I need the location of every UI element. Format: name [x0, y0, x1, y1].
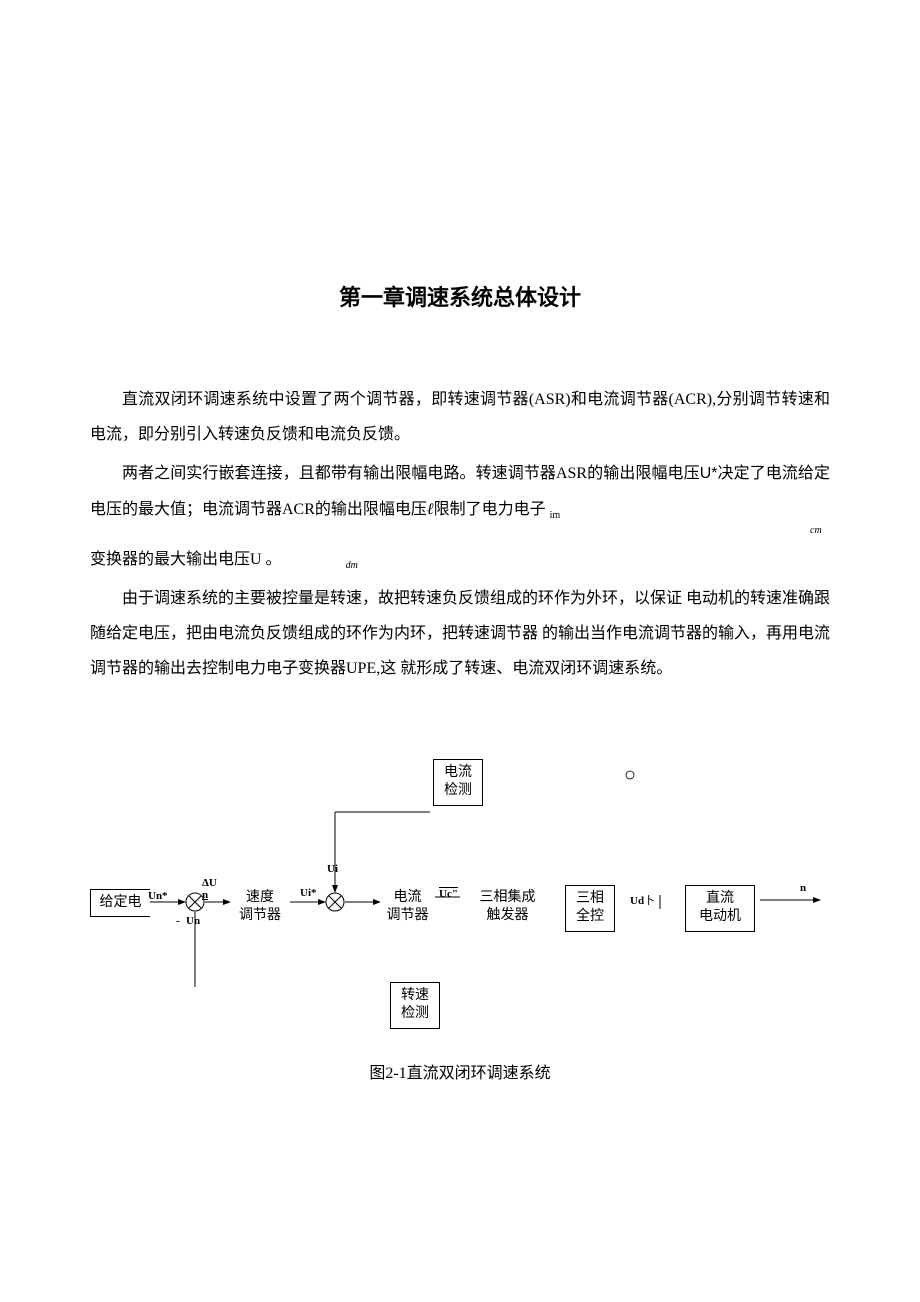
block-speed-detect: 转速 检测	[390, 982, 440, 1030]
p3-part-a: 变换器的最大输出电压U 。	[90, 551, 282, 568]
page-title: 第一章调速系统总体设计	[90, 280, 830, 312]
block-current-regulator-label: 电流 调节器	[387, 890, 429, 924]
block-speed-detect-label: 转速 检测	[401, 988, 429, 1022]
label-Unstar: Un*	[148, 890, 168, 902]
paragraph-3: 变换器的最大输出电压U 。 dm	[90, 542, 830, 577]
label-Ud: Ud卜	[630, 892, 655, 908]
label-Ui: Ui	[327, 863, 338, 875]
paragraph-2: 两者之间实行嵌套连接，且都带有输出限幅电路。转速调节器ASR的输出限幅电压U*决…	[90, 456, 830, 526]
p2-Ustar: U*	[700, 465, 718, 482]
block-given: 给定电	[90, 889, 150, 918]
label-Uistar: Ui*	[300, 887, 317, 899]
p2-part-c: 限制了电力电子	[434, 501, 546, 518]
block-bridge-label: 三相 全控	[576, 891, 604, 925]
block-current-detect-label: 电流 检测	[444, 765, 472, 799]
label-dUn: ΔUn	[202, 877, 217, 901]
p2-sub-im: im	[550, 510, 561, 521]
block-speed-regulator: 速度 调节器	[230, 885, 290, 931]
label-Uc: Uc"	[439, 888, 458, 900]
block-current-regulator: 电流 调节器	[380, 885, 435, 931]
block-trigger: 三相集成 触发器	[470, 885, 545, 931]
p2-part-a: 两者之间实行嵌套连接，且都带有输出限幅电路。转速调节器ASR的输出限幅电压	[122, 465, 700, 482]
label-n-out: n	[800, 882, 806, 894]
diagram-caption: 图2-1直流双闭环调速系统	[90, 1059, 830, 1083]
block-given-label: 给定电	[100, 895, 142, 910]
paragraph-4: 由于调速系统的主要被控量是转速，故把转速负反馈组成的环作为外环，以保证 电动机的…	[90, 581, 830, 687]
label-Un: Un	[186, 915, 200, 927]
block-speed-regulator-label: 速度 调节器	[239, 890, 281, 924]
block-motor-label: 直流 电动机	[699, 891, 741, 925]
block-trigger-label: 三相集成 触发器	[480, 890, 536, 924]
paragraph-1: 直流双闭环调速系统中设置了两个调节器，即转速调节器(ASR)和电流调节器(ACR…	[90, 382, 830, 452]
p2-sub-cm: cm	[810, 525, 830, 536]
block-motor: 直流 电动机	[685, 885, 755, 933]
label-minus: -	[176, 915, 180, 927]
block-diagram: 给定电 速度 调节器 电流 调节器 三相集成 触发器 三相 全控 直流 电动机	[90, 737, 830, 1057]
block-bridge: 三相 全控	[565, 885, 615, 933]
p3-sub-dm: dm	[346, 560, 358, 571]
block-current-detect: 电流 检测	[433, 759, 483, 807]
p2-ell: ℓ	[427, 501, 434, 518]
